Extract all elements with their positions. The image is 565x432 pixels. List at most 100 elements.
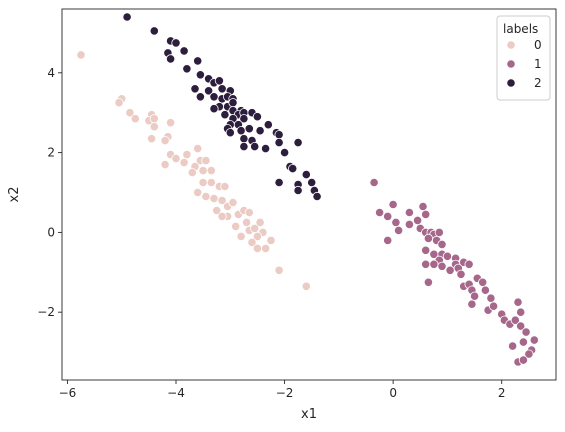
data-point-label-2: [274, 138, 284, 148]
data-point-label-2: [244, 124, 254, 134]
data-point-label-2: [182, 64, 192, 74]
data-point-label-0: [242, 217, 252, 227]
x-axis-label: x1: [301, 407, 317, 422]
data-point-label-1: [516, 321, 526, 331]
data-point-label-2: [122, 12, 132, 22]
data-point-label-1: [521, 327, 531, 337]
data-point-label-2: [301, 170, 311, 180]
data-point-label-2: [195, 70, 205, 80]
data-point-label-0: [236, 231, 246, 241]
data-point-label-0: [247, 237, 257, 247]
y-axis-ticks: −2 0 2 4: [37, 66, 62, 319]
data-point-label-2: [279, 148, 290, 158]
legend-entry-label-1: 1: [534, 57, 542, 71]
x-tick-label: −2: [276, 386, 294, 400]
data-point-label-1: [412, 215, 423, 225]
data-point-label-1: [393, 225, 404, 235]
data-point-label-1: [529, 335, 539, 345]
x-tick-label: −6: [59, 386, 77, 400]
data-point-label-0: [244, 207, 254, 218]
data-point-label-2: [225, 128, 235, 138]
data-point-label-2: [250, 142, 260, 152]
data-point-label-1: [486, 293, 496, 303]
data-point-label-2: [171, 38, 181, 48]
data-point-label-0: [182, 150, 192, 160]
data-point-label-2: [195, 92, 205, 102]
data-point-label-2: [239, 114, 249, 124]
data-point-label-1: [369, 177, 379, 188]
data-point-label-0: [252, 243, 262, 253]
data-point-label-0: [171, 154, 181, 164]
data-point-label-2: [293, 138, 303, 148]
y-tick-label: 4: [47, 66, 55, 80]
data-point-label-1: [507, 341, 518, 351]
data-point-label-0: [201, 191, 211, 202]
data-point-label-0: [160, 160, 170, 170]
x-axis-ticks: −6 −4 −2 0 2: [59, 380, 506, 400]
data-point-label-1: [467, 299, 477, 309]
data-point-label-0: [266, 235, 276, 245]
data-point-label-2: [260, 144, 271, 154]
data-point-label-0: [187, 168, 197, 178]
data-point-label-1: [488, 301, 499, 311]
x-tick-label: 2: [498, 386, 506, 400]
data-point-label-1: [423, 233, 433, 243]
data-point-label-1: [518, 337, 529, 347]
data-point-label-0: [114, 98, 124, 108]
data-point-label-2: [288, 164, 298, 174]
data-point-label-1: [464, 259, 474, 269]
data-point-label-1: [421, 245, 431, 255]
legend-marker-label-1: [506, 59, 516, 69]
data-point-label-0: [206, 166, 216, 176]
data-point-label-1: [478, 277, 488, 287]
data-point-label-1: [423, 277, 433, 287]
data-point-label-1: [404, 219, 414, 229]
y-axis-label: x2: [7, 187, 22, 203]
data-point-label-0: [301, 281, 311, 291]
data-point-label-0: [217, 211, 227, 221]
data-point-label-2: [239, 142, 249, 152]
data-point-label-1: [456, 269, 466, 279]
data-point-label-2: [209, 92, 219, 102]
data-point-label-1: [518, 355, 529, 365]
data-point-label-1: [437, 261, 447, 271]
legend: labels 0 1 2: [496, 15, 551, 101]
data-point-label-0: [149, 114, 159, 124]
data-point-label-1: [524, 349, 534, 359]
data-point-label-0: [166, 118, 176, 128]
data-point-label-2: [193, 56, 203, 66]
legend-marker-label-0: [506, 40, 516, 50]
data-point-label-1: [437, 239, 447, 249]
data-point-label-1: [429, 259, 439, 269]
data-point-label-1: [391, 217, 401, 227]
data-point-label-2: [274, 130, 284, 140]
data-point-label-0: [198, 177, 208, 188]
legend-items: 0 1 2: [506, 38, 542, 90]
data-point-label-0: [201, 156, 211, 166]
data-point-label-2: [204, 86, 214, 96]
data-point-label-0: [193, 144, 203, 154]
data-point-label-0: [217, 195, 227, 206]
data-point-label-0: [250, 223, 260, 233]
data-point-label-1: [480, 285, 490, 295]
data-point-label-2: [236, 126, 246, 136]
y-tick-label: −2: [37, 305, 55, 319]
data-point-label-0: [76, 50, 86, 60]
data-point-label-0: [252, 231, 262, 241]
legend-entry-label-2: 2: [534, 76, 542, 90]
data-point-label-2: [255, 126, 265, 136]
data-point-label-2: [228, 98, 238, 108]
data-point-label-2: [307, 177, 317, 188]
data-point-label-0: [147, 134, 157, 144]
legend-title: labels: [503, 22, 538, 36]
data-point-label-1: [516, 307, 526, 317]
data-point-label-1: [388, 199, 398, 210]
data-point-label-0: [255, 217, 265, 227]
data-point-label-1: [513, 297, 523, 307]
data-point-label-1: [421, 209, 431, 219]
data-point-label-1: [404, 207, 414, 218]
data-point-label-1: [434, 227, 444, 237]
data-point-label-0: [193, 187, 203, 198]
data-point-label-2: [209, 104, 219, 114]
